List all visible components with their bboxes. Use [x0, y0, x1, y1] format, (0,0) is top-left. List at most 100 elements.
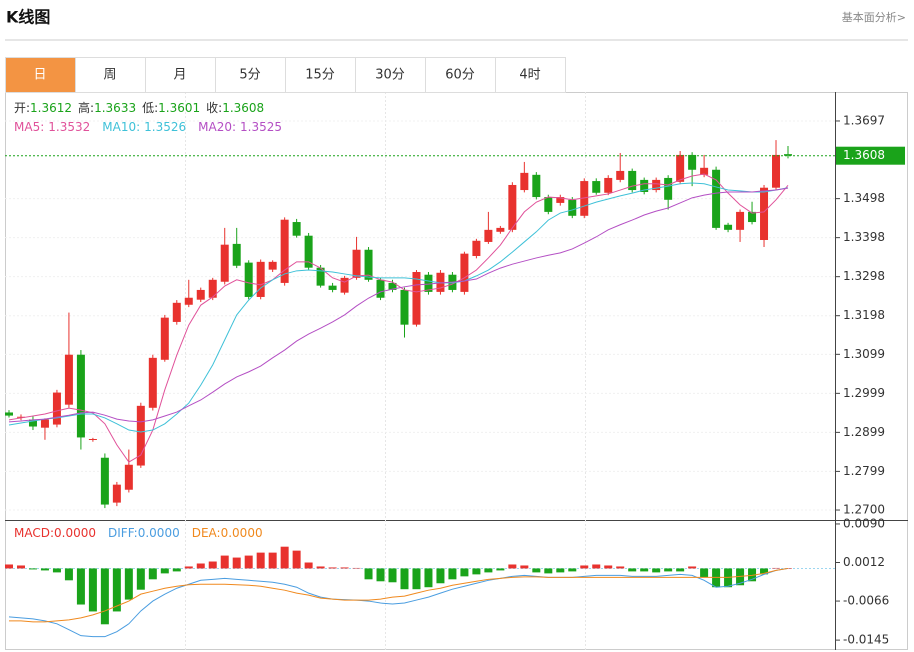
macd-bar [460, 568, 469, 577]
info-label: 高: [78, 100, 94, 115]
macd-bar [508, 564, 517, 569]
candle-body [700, 167, 709, 175]
macd-bar [28, 568, 37, 570]
macd-bar [112, 568, 121, 612]
macd-bar [388, 568, 397, 583]
macd-bar [760, 568, 769, 575]
candle-body [16, 416, 25, 418]
tab-label[interactable]: 周 [103, 68, 116, 83]
candle-body [364, 249, 373, 280]
candle-body [400, 289, 409, 325]
candle-body [436, 272, 445, 292]
tab-label[interactable]: 30分 [375, 68, 405, 83]
macd-line [8, 567, 789, 638]
macd-bar [52, 568, 61, 573]
candle-body [580, 181, 589, 216]
legend-value: 0.0000 [138, 526, 180, 540]
legend-value: 0.0000 [221, 526, 263, 540]
tab-label[interactable]: 月 [173, 68, 186, 83]
legend-name: DIFF: [108, 526, 138, 540]
info-label: 开: [14, 101, 30, 115]
macd-bar [592, 564, 601, 569]
macd-bar [40, 568, 49, 571]
tab-label[interactable]: 15分 [305, 68, 335, 83]
tab-label[interactable]: 60分 [445, 68, 475, 83]
ma-name: MA5: [14, 120, 44, 134]
y-tick-label: 1.2999 [843, 386, 885, 400]
macd-bar [208, 561, 217, 569]
y-tick-label: 0.0090 [843, 516, 885, 530]
candle-body [736, 211, 745, 230]
y-tick-label: -0.0145 [843, 633, 889, 647]
y-tick-label: 1.3498 [843, 191, 885, 205]
candle-body [412, 271, 421, 325]
tab-label[interactable]: 日 [33, 68, 46, 83]
candle-body [460, 253, 469, 292]
candle-body [568, 199, 577, 216]
tab[interactable] [5, 57, 76, 93]
candle-body [160, 317, 169, 360]
macd-bar [424, 568, 433, 588]
tab[interactable] [145, 57, 216, 93]
ma-name: MA20: [198, 120, 236, 134]
macd-bar [172, 568, 181, 572]
candle-body [376, 279, 385, 298]
tab[interactable] [75, 57, 146, 93]
candle-body [148, 357, 157, 408]
ma-line [8, 173, 789, 463]
macd-bar [136, 568, 145, 590]
fundamental-link[interactable]: 基本面分析> [842, 10, 906, 24]
macd-bar [472, 568, 481, 575]
tab[interactable] [495, 57, 566, 93]
candle-body [616, 170, 625, 180]
candle-body [424, 274, 433, 292]
candle-body [760, 187, 769, 240]
tab-label[interactable]: 5分 [239, 68, 260, 83]
macd-bar [5, 564, 13, 569]
ma-value: 1.3532 [48, 120, 90, 134]
macd-bar [196, 563, 205, 569]
candle-body [688, 154, 697, 170]
macd-bar [88, 568, 97, 612]
tab-label[interactable]: 4时 [519, 68, 540, 83]
candle-body [304, 235, 313, 268]
ohlc-info: 开:1.3612 高:1.3633 低:1.3601 收:1.3608 [14, 100, 264, 115]
ma-value: 1.3525 [240, 120, 282, 134]
tab[interactable] [355, 57, 426, 93]
candle-body [268, 261, 277, 270]
y-tick-label: 1.2700 [843, 503, 885, 517]
info-value: 1.3608 [222, 101, 264, 115]
macd-bar [244, 555, 253, 569]
candle-body [592, 181, 601, 193]
macd-bar [628, 568, 637, 572]
macd-bar [772, 567, 781, 569]
macd-bar [700, 568, 709, 578]
candle-body [40, 419, 49, 428]
candle-body [556, 197, 565, 203]
last-price-box [836, 146, 905, 165]
macd-bar [268, 552, 277, 569]
macd-bar [544, 568, 553, 574]
candle-body [256, 261, 265, 297]
candle-body [628, 170, 637, 191]
tab[interactable] [425, 57, 496, 93]
y-tick-label: 1.3697 [843, 113, 885, 127]
macd-bar [304, 562, 313, 569]
y-tick-label: 1.3298 [843, 269, 885, 283]
candle-body [724, 224, 733, 230]
tab[interactable] [285, 57, 356, 93]
info-label: 低: [142, 101, 158, 115]
candle-body [292, 222, 301, 236]
macd-bar [568, 568, 577, 572]
y-tick-label: -0.0066 [843, 594, 889, 608]
macd-bar [496, 568, 505, 571]
info-value: 1.3601 [158, 101, 200, 115]
candle-body [64, 354, 73, 405]
info-label: 收: [206, 101, 222, 115]
candle-body [484, 229, 493, 242]
candle-body [676, 154, 685, 182]
candle-body [340, 277, 349, 293]
ma-line [8, 182, 789, 433]
candle-body [172, 302, 181, 322]
